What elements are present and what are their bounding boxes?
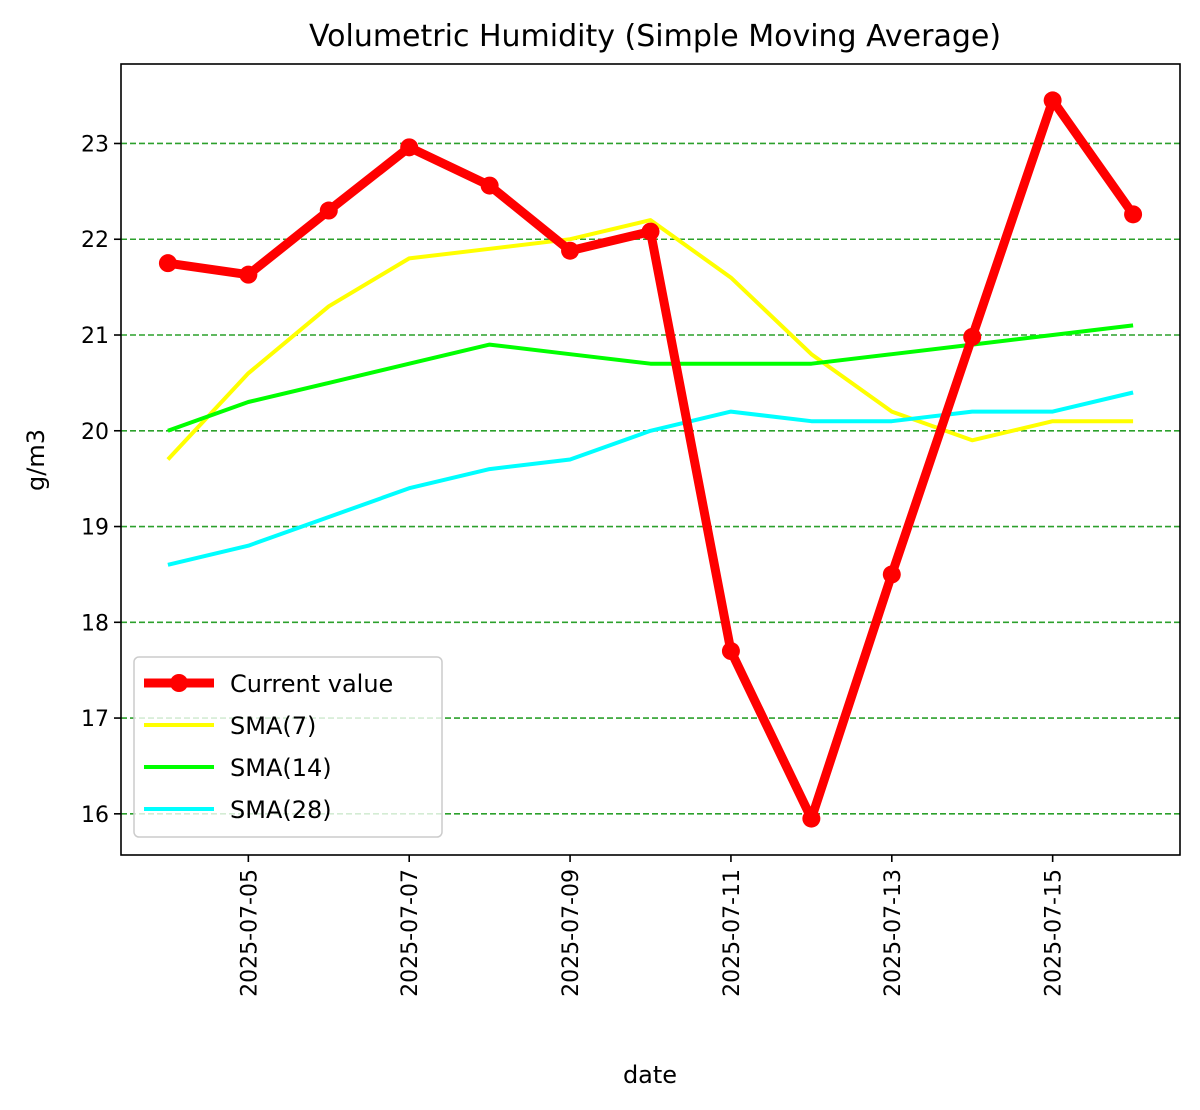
legend-label: SMA(28): [230, 796, 332, 824]
x-tick-label: 2025-07-05: [237, 869, 262, 997]
y-axis-label: g/m3: [22, 429, 50, 491]
data-point: [239, 265, 258, 284]
data-point: [1043, 91, 1062, 110]
x-tick-label: 2025-07-11: [720, 869, 745, 997]
x-axis: 2025-07-05 2025-07-07 2025-07-09 2025-07-11…: [237, 855, 1067, 997]
legend-marker: [170, 674, 188, 692]
data-point: [400, 138, 419, 157]
data-point: [721, 642, 740, 661]
data-point: [963, 327, 982, 346]
x-tick-label: 2025-07-15: [1042, 869, 1067, 997]
legend-box: [133, 656, 443, 838]
data-point: [882, 565, 901, 584]
x-axis-label: date: [623, 1061, 677, 1089]
x-tick-label: 2025-07-13: [881, 869, 906, 997]
legend-label: Current value: [230, 670, 393, 698]
legend: Current value SMA(7) SMA(14) SMA(28): [133, 656, 443, 838]
x-tick-label: 2025-07-07: [398, 869, 423, 997]
series-line-sma-7: [166, 218, 1134, 461]
data-point: [319, 201, 338, 220]
data-point: [480, 176, 499, 195]
y-tick-label: 17: [81, 707, 109, 732]
legend-label: SMA(7): [230, 712, 316, 740]
data-point: [641, 222, 660, 241]
y-tick-label: 19: [81, 516, 109, 541]
y-tick-label: 21: [81, 324, 109, 349]
y-tick-label: 20: [81, 420, 109, 445]
y-tick-label: 16: [81, 803, 109, 828]
y-tick-label: 22: [81, 228, 109, 253]
legend-label: SMA(14): [230, 754, 332, 782]
plot-frame: [120, 63, 1181, 856]
data-point: [561, 241, 580, 260]
data-point: [1124, 205, 1143, 224]
x-tick-label: 2025-07-09: [559, 869, 584, 997]
series-layer: [158, 91, 1143, 828]
series-line-sma-28: [167, 390, 1134, 567]
y-tick-label: 23: [81, 132, 109, 157]
y-axis: 16 17 18 19 20 21 22 23: [81, 132, 121, 828]
data-point: [158, 254, 177, 273]
y-tick-label: 18: [81, 611, 109, 636]
chart-title: Volumetric Humidity (Simple Moving Avera…: [309, 19, 1001, 54]
data-point: [802, 809, 821, 828]
